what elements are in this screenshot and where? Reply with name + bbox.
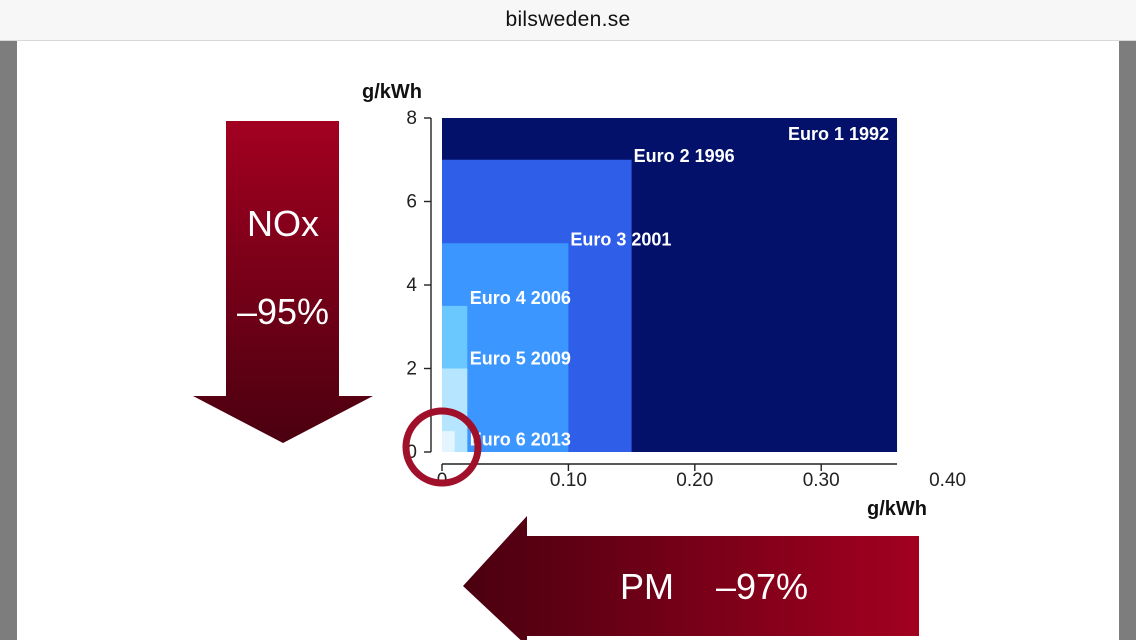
pm-value: –97% xyxy=(715,566,809,607)
y-tick-label-0: 0 xyxy=(406,442,417,463)
y-tick-label-1: 2 xyxy=(406,359,417,380)
x-tick-label-2: 0.20 xyxy=(676,470,713,491)
pm-left-arrow-icon xyxy=(463,516,919,640)
plot-area xyxy=(442,118,898,452)
series-label-1: Euro 1 1992 xyxy=(788,124,889,144)
series-label-6: Euro 6 2013 xyxy=(470,430,571,450)
x-tick-label-3: 0.30 xyxy=(803,470,840,491)
x-tick-label-1: 0.10 xyxy=(550,470,587,491)
y-tick-label-4: 8 xyxy=(406,108,417,129)
y-tick-label-2: 4 xyxy=(406,275,417,296)
series-label-5: Euro 5 2009 xyxy=(470,348,571,368)
origin-highlight-circle xyxy=(402,407,482,487)
address-bar[interactable]: bilsweden.se xyxy=(0,0,1136,41)
y-tick-label-3: 6 xyxy=(406,192,417,213)
nox-down-arrow-icon xyxy=(193,121,373,443)
series-label-3: Euro 3 2001 xyxy=(570,229,671,249)
slide: 0 2 4 6 8 0 0.10 0.20 0.30 0.40 g/kWh g/kWh Euro 1 … xyxy=(17,41,1119,640)
series-label-4: Euro 4 2006 xyxy=(470,288,571,308)
url-text: bilsweden.se xyxy=(505,8,631,31)
y-axis-title: g/kWh xyxy=(362,81,422,103)
series-labels: Euro 1 1992 Euro 2 1996 Euro 3 2001 Euro 4 … xyxy=(470,124,889,450)
series-label-2: Euro 2 1996 xyxy=(634,146,735,166)
x-tick-label-4: 0.40 xyxy=(929,470,966,491)
x-axis-title: g/kWh xyxy=(867,498,927,520)
nox-value: –95% xyxy=(236,291,330,332)
pm-label: PM xyxy=(620,566,674,607)
nox-label: NOx xyxy=(247,203,319,244)
series-rect-6 xyxy=(442,431,455,452)
